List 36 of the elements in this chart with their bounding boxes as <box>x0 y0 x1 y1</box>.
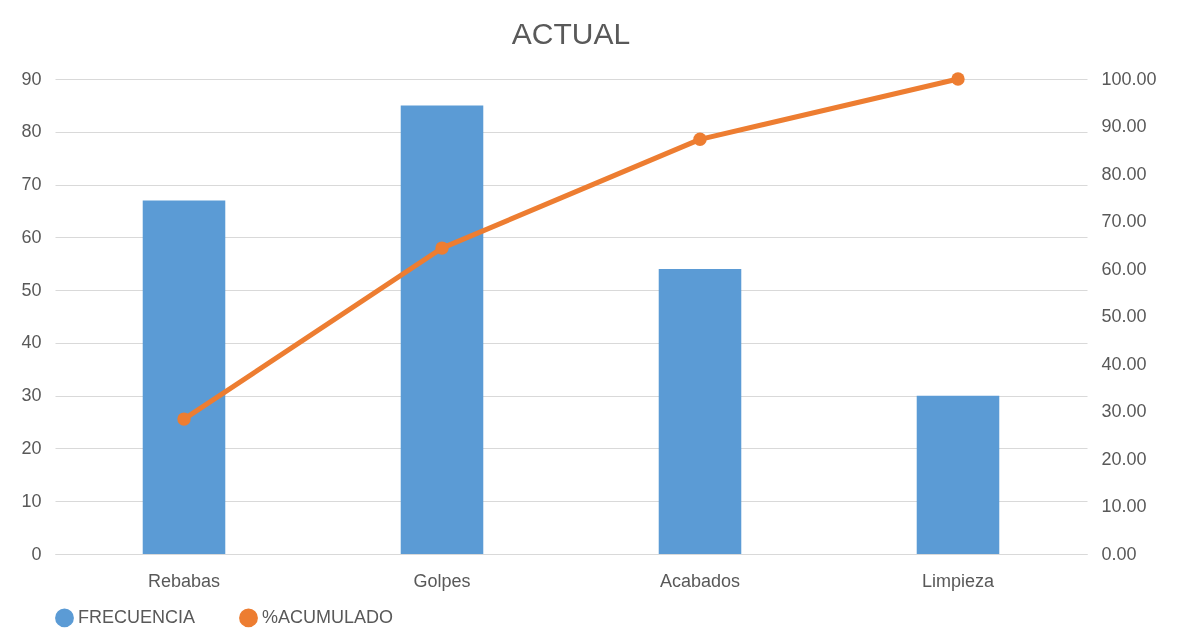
y-tick-label: 60 <box>21 226 42 247</box>
y2-tick-label: 60.00 <box>1101 258 1147 279</box>
y-tick-label: 80 <box>21 121 42 142</box>
bar <box>916 395 1000 554</box>
y2-tick-label: 100.00 <box>1101 68 1157 89</box>
y2-tick-label: 0.00 <box>1101 543 1137 564</box>
x-tick-label: Golpes <box>413 570 471 591</box>
legend-label: FRECUENCIA <box>78 606 196 627</box>
y2-tick-label: 50.00 <box>1101 306 1147 326</box>
bar <box>142 200 226 554</box>
chart-title: ACTUAL <box>511 17 631 50</box>
x-tick-label: Rebabas <box>147 570 221 591</box>
x-tick-label: Limpieza <box>921 570 995 591</box>
y-tick-label: 40 <box>21 332 42 353</box>
y-tick-label: 20 <box>21 437 42 458</box>
y2-tick-label: 20.00 <box>1101 448 1147 469</box>
y-tick-label: 90 <box>21 68 42 89</box>
bar <box>400 105 484 554</box>
y2-tick-label: 40.00 <box>1101 353 1147 374</box>
y2-tick-label: 90.00 <box>1101 116 1147 136</box>
y-tick-label: 0 <box>31 543 42 564</box>
x-tick-label: Acabados <box>659 570 741 591</box>
legend-label: %ACUMULADO <box>262 606 394 627</box>
point <box>951 72 965 86</box>
y2-tick-label: 70.00 <box>1101 211 1147 231</box>
y2-tick-label: 10.00 <box>1101 496 1147 516</box>
y-tick-label: 30 <box>21 385 42 406</box>
bar <box>658 269 742 554</box>
y2-tick-label: 30.00 <box>1101 401 1147 421</box>
y-tick-label: 70 <box>21 174 42 195</box>
y-tick-label: 50 <box>21 279 42 300</box>
point <box>177 412 191 426</box>
point <box>693 132 707 147</box>
point <box>435 241 449 255</box>
y-tick-label: 10 <box>21 490 42 511</box>
y2-tick-label: 80.00 <box>1101 163 1147 184</box>
